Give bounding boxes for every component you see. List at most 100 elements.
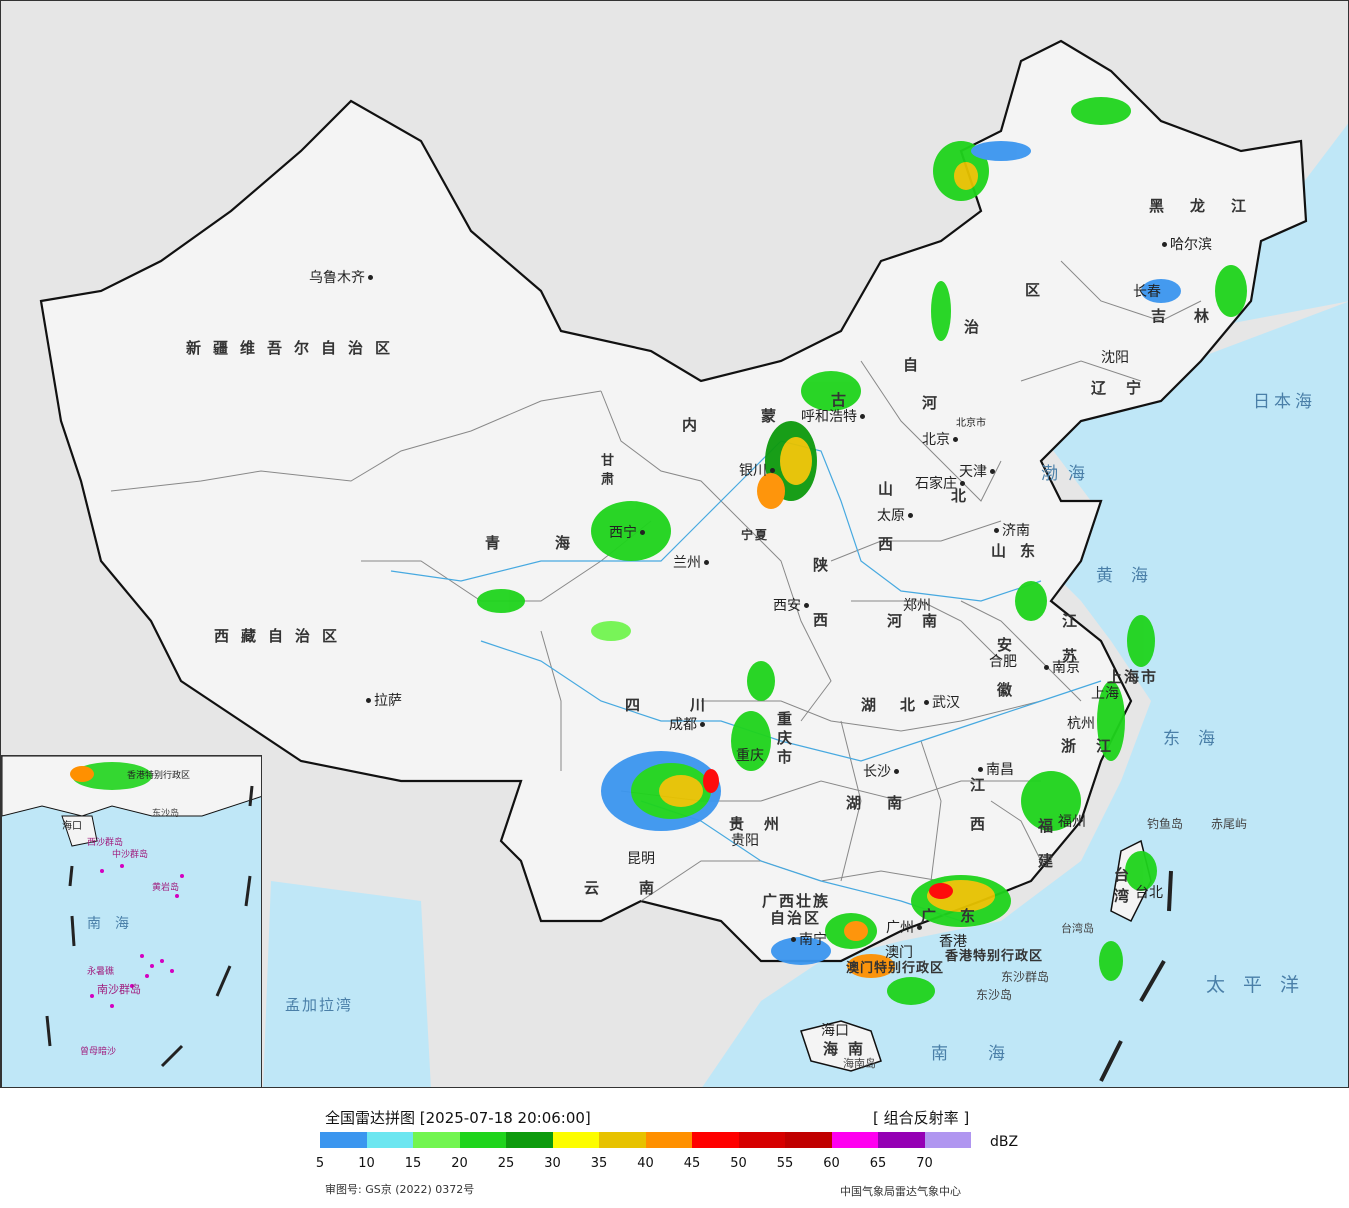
legend-swatch xyxy=(413,1132,460,1148)
island-hainan: 海南岛 xyxy=(843,1057,876,1070)
label-jilin: 吉林 xyxy=(1151,307,1238,325)
sea-mengjiala: 孟加拉湾 xyxy=(285,996,354,1014)
inset-canvas xyxy=(2,756,261,1068)
label-anhui: 安徽 xyxy=(995,637,1013,727)
legend-tick: 60 xyxy=(823,1156,840,1171)
legend-tick: 35 xyxy=(590,1156,608,1171)
inset-nansha: 南沙群岛 xyxy=(97,983,141,996)
label-fujian: 福建 xyxy=(1036,818,1054,888)
city-chengdu: 成都 xyxy=(669,718,708,732)
label-guizhou: 贵州 xyxy=(729,815,800,833)
label-neimenggu-2: 蒙 xyxy=(761,407,789,425)
legend-swatch xyxy=(738,1132,785,1148)
city-beijing: 北京 xyxy=(922,433,961,447)
label-sichuan: 四川 xyxy=(625,696,756,714)
label-neimenggu-6: 区 xyxy=(1025,281,1053,299)
label-yunnan: 云南 xyxy=(584,879,695,897)
city-nanning: 南宁 xyxy=(788,933,827,947)
label-jiangsu: 江苏 xyxy=(1060,613,1078,683)
city-yinchuan: 银川 xyxy=(739,464,778,478)
label-macau: 澳门特别行政区 xyxy=(846,961,945,976)
legend-tick: 30 xyxy=(544,1156,561,1171)
review-number: 审图号: GS京 (2022) 0372号 xyxy=(325,1183,475,1196)
china-outline xyxy=(39,39,1308,963)
city-changsha: 长沙 xyxy=(863,765,902,779)
city-guiyang: 贵阳 xyxy=(731,833,759,849)
legend-tick: 65 xyxy=(869,1156,887,1171)
city-hongkong: 香港 xyxy=(939,934,967,950)
label-chongqing: 重庆市 xyxy=(775,711,793,768)
legend-tick: 50 xyxy=(730,1156,747,1171)
label-shaanxi: 陕西 xyxy=(811,557,829,667)
city-xining: 西宁 xyxy=(609,526,648,540)
legend-tick: 55 xyxy=(776,1156,794,1171)
label-hebei-1: 河 xyxy=(922,394,950,412)
island-dongsha-1: 东沙群岛 xyxy=(1001,970,1050,984)
legend-panel xyxy=(0,1088,1349,1208)
city-lanzhou: 兰州 xyxy=(673,556,712,570)
city-harbin: 哈尔滨 xyxy=(1159,238,1212,252)
label-hk: 香港特别行政区 xyxy=(945,949,1044,964)
city-beijingshi: 北京市 xyxy=(956,418,986,429)
city-hefei: 合肥 xyxy=(989,654,1017,670)
inset-huangyan: 黄岩岛 xyxy=(152,883,180,893)
legend-tick: 45 xyxy=(683,1156,701,1171)
city-nanchang: 南昌 xyxy=(975,763,1014,777)
city-taiyuan: 太原 xyxy=(877,509,916,523)
product-type: [ 组合反射率 ] xyxy=(873,1109,970,1127)
city-zhengzhou: 郑州 xyxy=(903,598,931,614)
legend-tick: 10 xyxy=(358,1156,375,1171)
south-china-sea-inset: 南海 海口 中沙群岛 黄岩岛 永暑礁 南沙群岛 曾母暗沙 香港特别行政区 东沙岛… xyxy=(1,755,262,1087)
legend-tick: 5 xyxy=(315,1156,325,1171)
city-wuhan: 武汉 xyxy=(921,696,960,710)
label-hunan: 湖南 xyxy=(846,794,929,812)
inset-hk: 香港特别行政区 xyxy=(127,771,191,781)
radar-map: 新疆维吾尔自治区 西藏自治区 青海 内 蒙 古 自 治 区 黑龙江 吉林 辽宁 … xyxy=(0,0,1349,1088)
label-hainan: 海南 xyxy=(823,1040,874,1058)
legend-tick: 15 xyxy=(404,1156,422,1171)
legend-swatch xyxy=(552,1132,599,1148)
sea-ribenhai: 日本海 xyxy=(1253,392,1316,412)
label-henan: 河南 xyxy=(887,612,958,630)
city-nanjing: 南京 xyxy=(1041,661,1080,675)
city-fuzhou: 福州 xyxy=(1058,814,1086,830)
sea-huanghai: 黄海 xyxy=(1096,566,1166,586)
city-tianjin: 天津 xyxy=(959,465,998,479)
legend-swatch xyxy=(878,1132,925,1148)
city-guangzhou: 广州 xyxy=(886,921,925,935)
city-xian: 西安 xyxy=(773,599,812,613)
legend-swatch xyxy=(366,1132,413,1148)
unit-label: dBZ xyxy=(990,1134,1019,1150)
legend-tick: 40 xyxy=(637,1156,654,1171)
inset-xisha: 西沙群岛 xyxy=(87,838,124,848)
label-hebei-2: 北 xyxy=(951,487,979,505)
label-xizang: 西藏自治区 xyxy=(214,627,350,645)
city-changchun: 长春 xyxy=(1133,284,1161,300)
map-title: 全国雷达拼图 [2025-07-18 20:06:00] xyxy=(325,1109,591,1127)
sea-donghai: 东海 xyxy=(1163,729,1233,749)
legend-swatch xyxy=(692,1132,739,1148)
inset-yongshu: 永暑礁 xyxy=(87,967,115,977)
city-jinan: 济南 xyxy=(991,524,1030,538)
label-guangxi-2: 自治区 xyxy=(770,909,822,927)
sea-nanhai: 南海 xyxy=(931,1044,1045,1064)
label-qinghai: 青海 xyxy=(485,534,626,552)
label-shanxi: 山西 xyxy=(876,481,894,591)
city-macao: 澳门 xyxy=(885,945,913,961)
city-chongqing: 重庆 xyxy=(736,748,764,764)
city-shijiazhuang: 石家庄 xyxy=(915,477,968,491)
label-xinjiang: 新疆维吾尔自治区 xyxy=(186,339,403,357)
label-liaoning: 辽宁 xyxy=(1091,379,1162,397)
city-hohhot: 呼和浩特 xyxy=(801,410,868,424)
label-ningxia: 宁夏 xyxy=(741,528,770,542)
label-heilongjiang: 黑龙江 xyxy=(1149,197,1273,215)
city-shanghai: 上海 xyxy=(1091,686,1119,702)
legend-tick: 20 xyxy=(451,1156,468,1171)
label-neimenggu-5: 治 xyxy=(964,318,992,336)
legend-swatch xyxy=(924,1132,971,1148)
city-taipei: 台北 xyxy=(1135,885,1163,901)
island-dongsha-2: 东沙岛 xyxy=(976,988,1013,1002)
label-jiangxi: 江西 xyxy=(968,777,986,855)
inset-haikou: 海口 xyxy=(62,821,82,832)
city-haikou: 海口 xyxy=(821,1023,849,1039)
